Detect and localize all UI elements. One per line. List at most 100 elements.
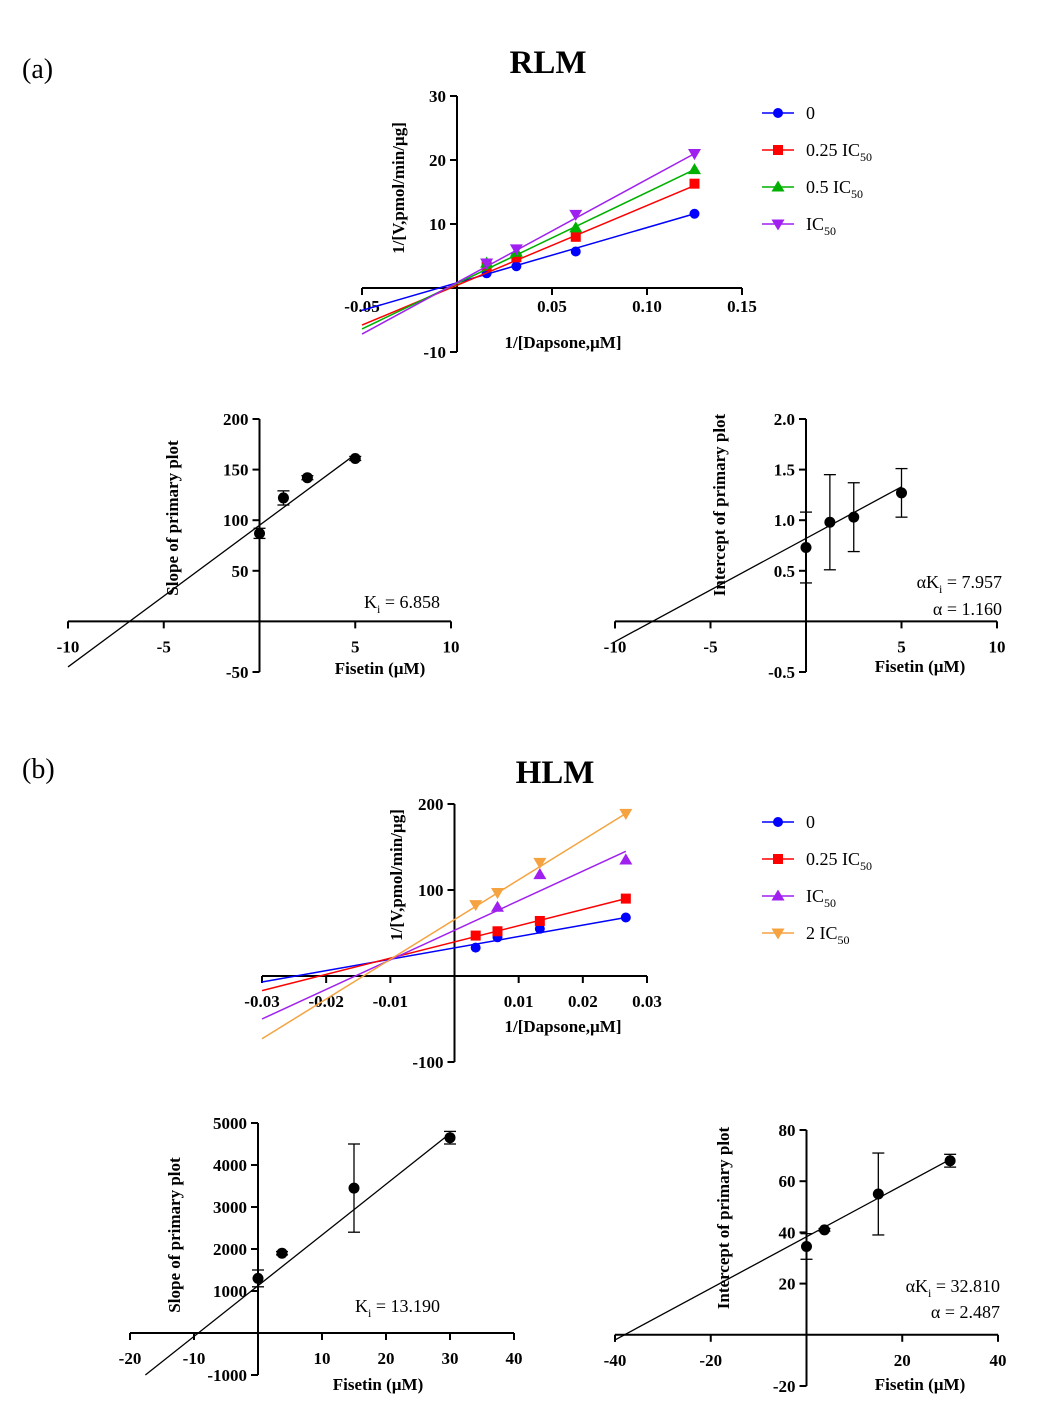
annotation-sub: i [928,1286,932,1300]
annotation: αKi = 32.810 [906,1276,1000,1300]
legend-label: 0.25 IC50 [806,140,872,164]
annotation-sub: i [939,582,943,596]
annotation: α = 2.487 [931,1302,1000,1322]
data-point [252,1272,264,1284]
x-tick-label: -5 [157,637,171,656]
legend-label: 0.5 IC50 [806,177,863,201]
fit-line [361,168,695,330]
x-axis-label: Fisetin (µM) [333,1375,424,1394]
x-tick-label: 10 [989,637,1006,656]
data-point [689,208,700,219]
y-tick-label: -50 [226,663,249,682]
x-axis-label: 1/[Dapsone,µM] [505,333,622,352]
data-point [872,1188,884,1200]
legend-label-sub: 50 [824,224,836,238]
x-tick-label: -20 [119,1349,142,1368]
data-point [534,923,545,934]
legend-label-sub: 50 [860,150,872,164]
x-tick-label: 0.05 [537,297,567,316]
y-tick-label: 150 [223,461,249,480]
hlm-intercept-chart: -40 -20 20 40 -20 20 40 60 80 Fisetin (µM) Interce… [604,1121,1007,1396]
y-tick-label: 100 [418,881,444,900]
y-tick-label: -1000 [207,1366,247,1385]
fit-line [261,812,627,1040]
y-axis-label: Slope of primary plot [163,440,182,596]
data-point [254,527,265,539]
data-point [511,252,522,263]
fit-line [614,1158,951,1341]
data-point [619,853,633,865]
panel-label-b: (b) [22,754,55,785]
data-point [620,893,631,904]
rlm-slope-chart: -10 -5 5 10 -50 50 100 150 200 Fisetin (µM) Slope … [57,410,460,682]
x-tick-label: -0.02 [308,992,343,1011]
legend-label-sub: 50 [860,859,872,873]
y-tick-label: 1.0 [774,511,795,530]
x-tick-label: -20 [699,1351,722,1370]
legend-label-main: 0 [806,812,815,832]
y-axis-label: Intercept of primary plot [714,1126,733,1309]
legend-label-main: IC [806,214,824,234]
data-point [801,1240,812,1252]
data-point [569,209,583,221]
data-point [569,221,583,233]
y-tick-label: -20 [773,1377,796,1396]
annotation-main: K [364,592,377,612]
data-point [511,261,522,272]
legend-label: IC50 [806,214,836,238]
legend-label: 0 [806,812,815,832]
y-tick-label: 20 [429,151,446,170]
x-axis-label: Fisetin (µM) [335,659,426,678]
data-point [944,1155,956,1167]
x-tick-label: -10 [604,637,627,656]
y-tick-label: 60 [779,1172,796,1191]
data-point [470,930,481,941]
data-point [348,1182,360,1194]
data-point [533,868,547,880]
data-point [509,244,523,256]
legend-label-main: 0.25 IC [806,140,860,160]
data-point [800,542,812,554]
legend-marker [773,817,783,827]
x-tick-label: 40 [506,1349,523,1368]
y-tick-label: 30 [429,87,446,106]
chart-title: HLM [516,755,595,791]
legend-label-sub: 50 [824,896,836,910]
data-point [619,808,633,820]
legend-label-main: 0.25 IC [806,849,860,869]
data-point [688,163,701,175]
legend-label-sub: 50 [838,933,850,947]
legend-label-main: 0 [806,103,815,123]
x-tick-label: 10 [443,637,460,656]
data-point [490,900,504,912]
annotation-main: K [355,1296,368,1316]
y-tick-label: 200 [418,795,444,814]
data-point [534,915,545,926]
x-tick-label: -0.03 [244,992,279,1011]
y-tick-label: 5000 [213,1114,247,1133]
annotation-main: αK [906,1276,928,1296]
fit-line [67,453,356,668]
x-tick-label: 30 [442,1349,459,1368]
legend-label-main: IC [806,886,824,906]
legend-marker [773,145,783,155]
y-tick-label: -100 [412,1053,443,1072]
annotation-rest: = 13.190 [371,1296,440,1316]
x-tick-label: 20 [378,1349,395,1368]
annotation: Ki = 13.190 [355,1296,440,1320]
x-tick-label: 0.10 [632,297,662,316]
hlm-primary-chart: -0.03 -0.02 -0.01 0.01 0.02 0.03 -100 100 200 1/[… [244,755,872,1072]
legend-marker [773,854,783,864]
y-tick-label: 40 [779,1223,796,1242]
legend-marker [771,928,785,940]
data-point [688,149,701,161]
y-tick-label: 20 [779,1275,796,1294]
y-axis-label: Slope of primary plot [165,1157,184,1313]
panel-label-a: (a) [22,54,53,85]
annotation-main: αK [917,572,939,592]
data-point [470,942,481,953]
data-point [301,472,313,484]
legend-marker [771,180,785,192]
y-tick-label: 1000 [213,1282,247,1301]
data-point [490,888,504,900]
